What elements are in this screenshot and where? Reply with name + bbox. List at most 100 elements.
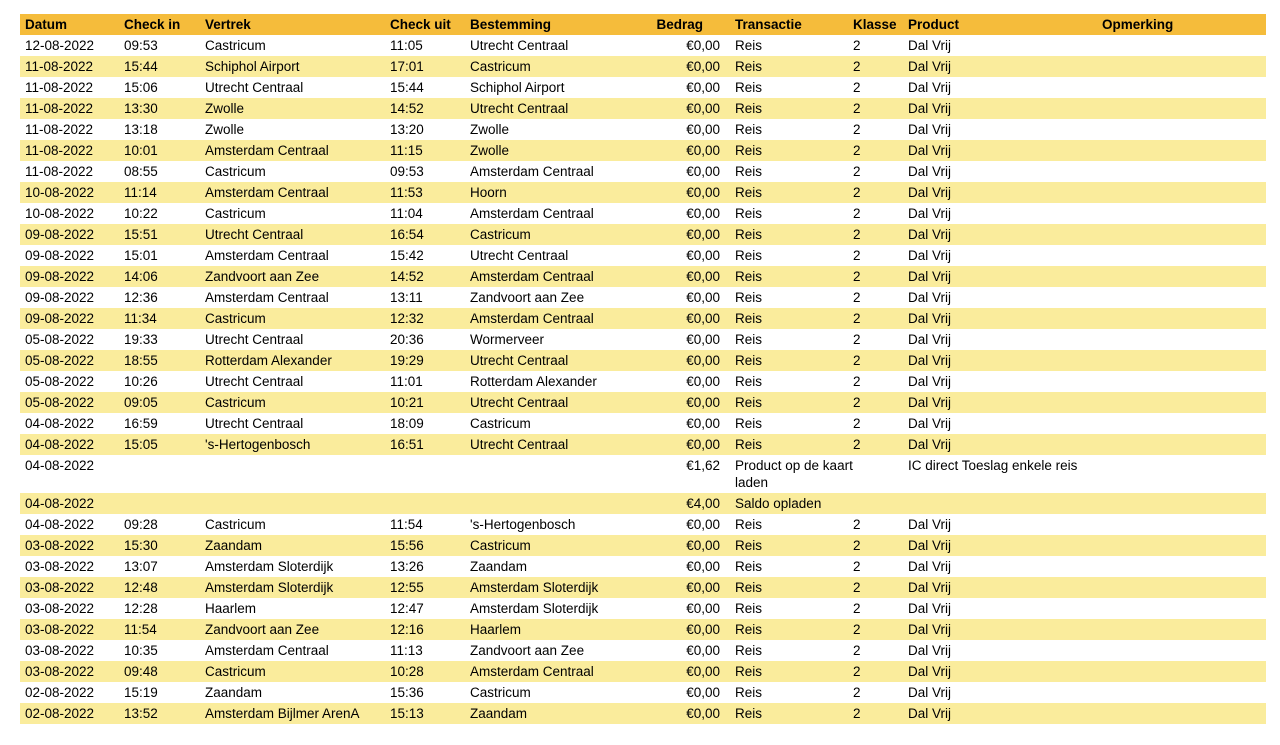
cell-bestemming: Castricum [470, 59, 531, 74]
cell-product: Dal Vrij [908, 559, 952, 574]
cell-datum: 10-08-2022 [25, 206, 95, 221]
cell-vertrek: Zaandam [205, 538, 263, 553]
cell-check_uit: 18:09 [390, 416, 424, 431]
column-header-transactie: Transactie [720, 14, 853, 35]
cell-datum: 11-08-2022 [25, 122, 94, 137]
column-header-product: Product [908, 14, 1102, 35]
cell-klasse: 2 [853, 185, 861, 200]
cell-check_in: 10:22 [124, 206, 158, 221]
cell-klasse: 2 [853, 416, 861, 431]
cell-datum: 11-08-2022 [25, 80, 94, 95]
cell-bedrag: €4,00 [686, 496, 720, 511]
column-header-vertrek: Vertrek [205, 14, 390, 35]
cell-opmerking [1102, 329, 1266, 350]
cell-transactie: Reis [735, 122, 763, 137]
cell-transactie: Reis [735, 311, 763, 326]
cell-bestemming: Zandvoort aan Zee [470, 290, 585, 305]
cell-product: Dal Vrij [908, 248, 952, 263]
cell-bestemming: Schiphol Airport [470, 80, 565, 95]
cell-product: IC direct Toeslag enkele reis [908, 458, 1078, 473]
cell-transactie: Reis [735, 101, 763, 116]
table-row: 11-08-2022 10:01 Amsterdam Centraal 11:15 Zw… [20, 140, 1266, 161]
table-row: 11-08-2022 08:55 Castricum 09:53 Amsterdam C… [20, 161, 1266, 182]
cell-opmerking [1102, 535, 1266, 556]
cell-check_in: 19:33 [124, 332, 158, 347]
cell-bedrag: €0,00 [686, 248, 720, 263]
cell-vertrek: Castricum [205, 206, 266, 221]
table-row: 03-08-2022 09:48 Castricum 10:28 Amsterdam C… [20, 661, 1266, 682]
cell-datum: 05-08-2022 [25, 395, 95, 410]
cell-datum: 04-08-2022 [25, 416, 95, 431]
cell-check_uit: 11:13 [390, 643, 423, 658]
cell-check_in: 15:05 [124, 437, 158, 452]
cell-check_uit: 13:20 [390, 122, 424, 137]
table-row: 04-08-2022 16:59 Utrecht Centraal 18:09 Cast… [20, 413, 1266, 434]
column-header-bestemming: Bestemming [470, 14, 630, 35]
cell-transactie: Reis [735, 38, 763, 53]
cell-bedrag: €0,00 [686, 706, 720, 721]
cell-datum: 04-08-2022 [25, 458, 95, 473]
cell-vertrek: Zwolle [205, 122, 245, 137]
cell-vertrek: Amsterdam Sloterdijk [205, 580, 334, 595]
cell-vertrek: Amsterdam Centraal [205, 185, 329, 200]
cell-check_in: 11:54 [124, 622, 157, 637]
cell-transactie: Reis [735, 269, 763, 284]
cell-product: Dal Vrij [908, 538, 952, 553]
cell-bedrag: €0,00 [686, 206, 720, 221]
cell-vertrek [205, 455, 390, 493]
table-row: 11-08-2022 15:06 Utrecht Centraal 15:44 Schi… [20, 77, 1266, 98]
cell-opmerking [1102, 287, 1266, 308]
cell-transactie: Reis [735, 206, 763, 221]
table-row: 03-08-2022 15:30 Zaandam 15:56 Castricum €0,0… [20, 535, 1266, 556]
cell-product: Dal Vrij [908, 685, 952, 700]
cell-vertrek: Amsterdam Centraal [205, 643, 329, 658]
cell-check_uit: 11:54 [390, 517, 423, 532]
cell-product: Dal Vrij [908, 332, 952, 347]
cell-vertrek: Castricum [205, 664, 266, 679]
cell-datum: 12-08-2022 [25, 38, 95, 53]
cell-vertrek: Amsterdam Centraal [205, 290, 329, 305]
cell-check_in: 10:35 [124, 643, 158, 658]
cell-bestemming: Rotterdam Alexander [470, 374, 597, 389]
cell-bestemming: Amsterdam Centraal [470, 664, 594, 679]
cell-check_in: 12:28 [124, 601, 158, 616]
cell-check_in: 15:01 [124, 248, 158, 263]
table-row: 03-08-2022 12:48 Amsterdam Sloterdijk 12:55… [20, 577, 1266, 598]
cell-vertrek: Utrecht Centraal [205, 416, 304, 431]
cell-vertrek: Amsterdam Centraal [205, 143, 329, 158]
cell-klasse: 2 [853, 311, 861, 326]
cell-bedrag: €0,00 [686, 311, 720, 326]
cell-bestemming: Castricum [470, 538, 531, 553]
cell-vertrek: Utrecht Centraal [205, 374, 304, 389]
cell-bedrag: €0,00 [686, 122, 720, 137]
cell-check_in: 18:55 [124, 353, 158, 368]
cell-opmerking [1102, 350, 1266, 371]
cell-product: Dal Vrij [908, 311, 952, 326]
cell-transactie: Reis [735, 59, 763, 74]
cell-opmerking [1102, 556, 1266, 577]
cell-check_in: 09:05 [124, 395, 158, 410]
cell-vertrek: Utrecht Centraal [205, 332, 304, 347]
cell-datum: 09-08-2022 [25, 227, 95, 242]
cell-vertrek: Castricum [205, 38, 266, 53]
cell-check_uit: 11:05 [390, 38, 423, 53]
cell-bestemming: Utrecht Centraal [470, 395, 569, 410]
table-row: 11-08-2022 13:30 Zwolle 14:52 Utrecht Centra… [20, 98, 1266, 119]
cell-klasse: 2 [853, 374, 861, 389]
cell-transactie: Reis [735, 437, 763, 452]
cell-opmerking [1102, 577, 1266, 598]
cell-bestemming: Utrecht Centraal [470, 353, 569, 368]
cell-product: Dal Vrij [908, 706, 952, 721]
cell-transactie: Reis [735, 664, 763, 679]
cell-check_in: 13:30 [124, 101, 158, 116]
cell-vertrek: Rotterdam Alexander [205, 353, 332, 368]
cell-bedrag: €0,00 [686, 80, 720, 95]
cell-product: Dal Vrij [908, 290, 952, 305]
cell-product: Dal Vrij [908, 664, 952, 679]
cell-klasse: 2 [853, 622, 861, 637]
cell-product: Dal Vrij [908, 601, 952, 616]
cell-check_in: 15:51 [124, 227, 158, 242]
cell-check_uit: 15:36 [390, 685, 424, 700]
cell-datum: 04-08-2022 [25, 437, 95, 452]
table-row: 02-08-2022 15:19 Zaandam 15:36 Castricum €0,0… [20, 682, 1266, 703]
